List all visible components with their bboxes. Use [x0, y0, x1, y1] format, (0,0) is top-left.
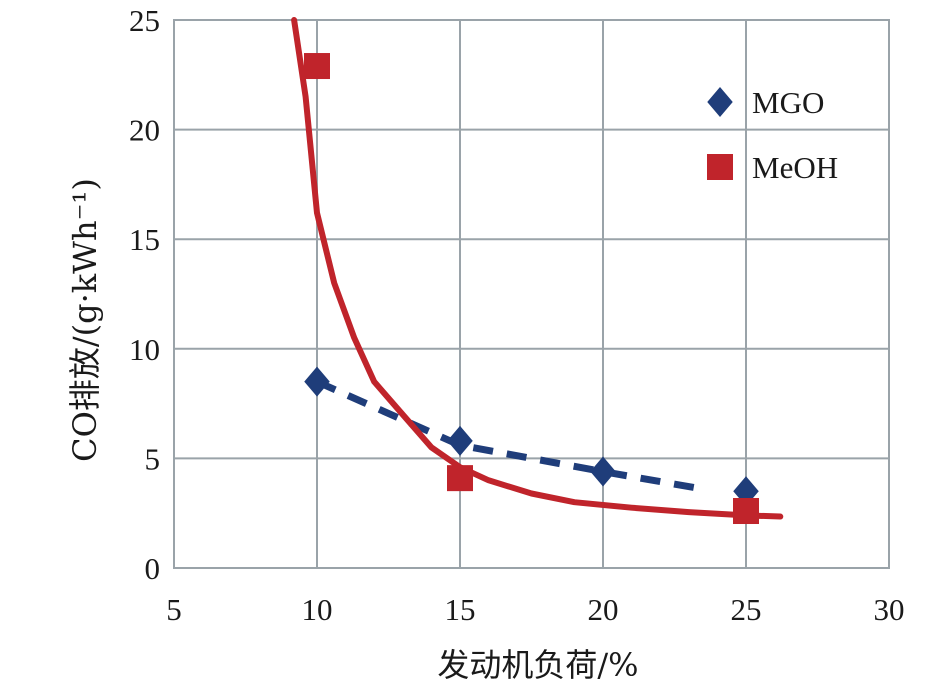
y-tick-label-10: 10 [129, 332, 160, 367]
legend-label-mgo: MGO [752, 85, 824, 120]
y-tick-label-15: 15 [129, 222, 160, 257]
data-markers [304, 53, 759, 525]
x-tick-label-10: 10 [302, 592, 333, 627]
trendline-meoh [291, 17, 784, 520]
y-tick-label-20: 20 [129, 113, 160, 148]
point-mgo-15 [447, 425, 473, 456]
x-tick-label-30: 30 [874, 592, 905, 627]
legend-marker-mgo [707, 87, 733, 117]
point-meoh-25 [733, 498, 759, 525]
trendlines [291, 17, 784, 520]
x-tick-label-25: 25 [731, 592, 762, 627]
point-mgo-10 [304, 366, 330, 397]
y-axis-title: CO排放/(g·kWh⁻¹) [66, 178, 104, 462]
legend-marker-meoh [707, 154, 733, 180]
x-axis-ticks: 5 10 15 20 25 30 [166, 592, 904, 627]
y-axis-ticks: 0 5 10 15 20 25 [129, 3, 160, 586]
x-tick-label-5: 5 [166, 592, 182, 627]
y-tick-label-25: 25 [129, 3, 160, 38]
point-mgo-20 [590, 456, 616, 487]
x-tick-label-15: 15 [445, 592, 476, 627]
y-tick-label-5: 5 [145, 441, 161, 476]
plot-border [173, 19, 890, 569]
point-meoh-15 [447, 465, 473, 492]
point-meoh-10 [304, 53, 330, 80]
trendline-mgo [315, 378, 704, 493]
legend: MGO MeOH [707, 85, 838, 185]
x-tick-label-20: 20 [588, 592, 619, 627]
legend-label-meoh: MeOH [752, 150, 838, 185]
y-tick-label-0: 0 [145, 551, 161, 586]
x-axis-title: 发动机负荷/% [437, 646, 638, 684]
